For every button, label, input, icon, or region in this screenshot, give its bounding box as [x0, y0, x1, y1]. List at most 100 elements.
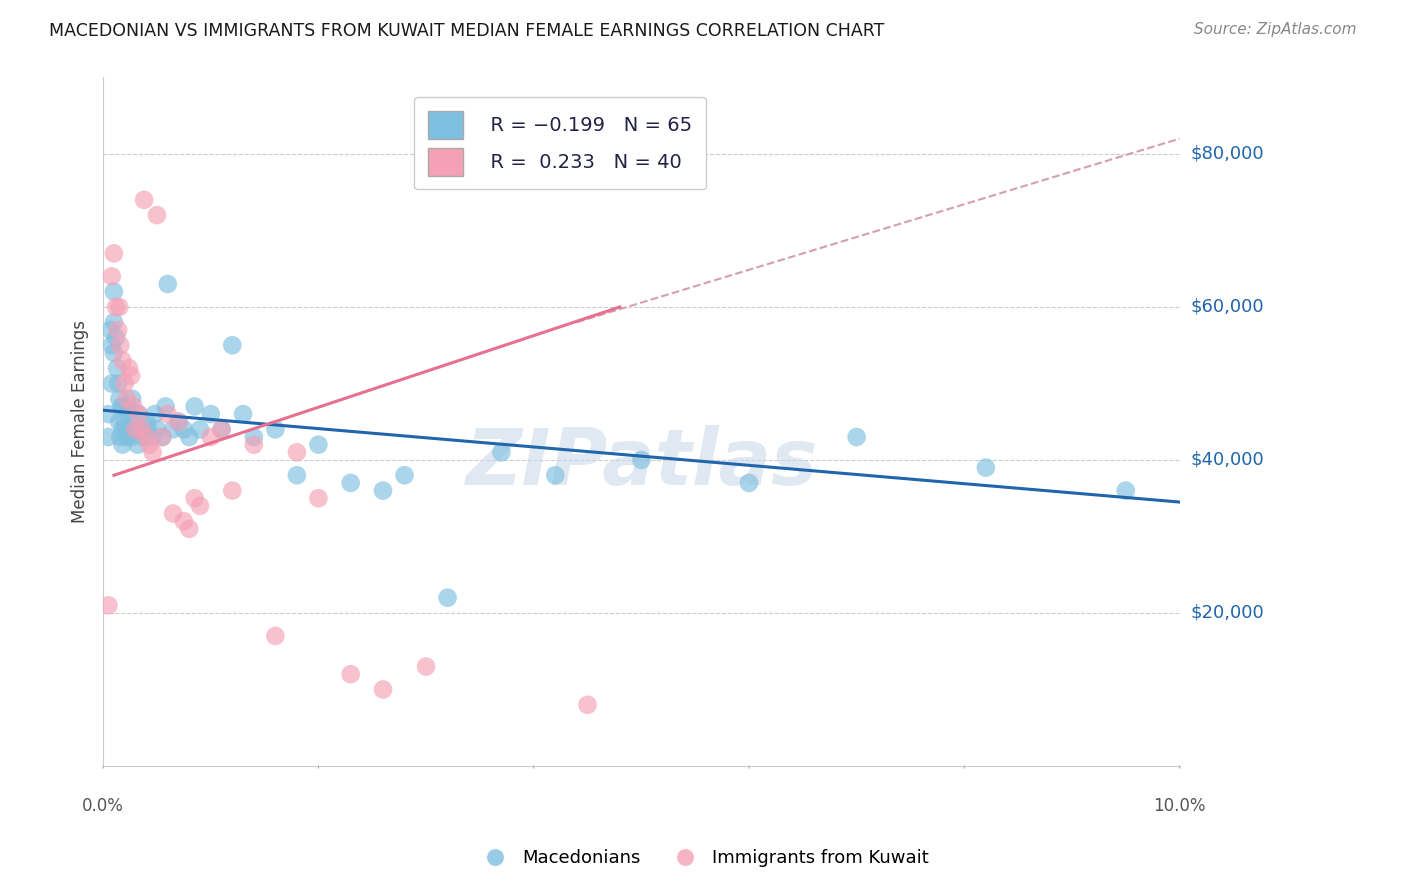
Macedonians [188, 422, 211, 436]
Macedonians [183, 400, 205, 414]
Macedonians [118, 407, 141, 421]
Immigrants from Kuwait [162, 507, 184, 521]
Macedonians [124, 422, 146, 436]
Macedonians [738, 475, 761, 490]
Macedonians [339, 475, 361, 490]
Legend:   R = −0.199   N = 65,   R =  0.233   N = 40: R = −0.199 N = 65, R = 0.233 N = 40 [415, 97, 706, 189]
Immigrants from Kuwait [103, 246, 125, 260]
Immigrants from Kuwait [115, 392, 138, 406]
Macedonians [103, 346, 125, 360]
Immigrants from Kuwait [179, 522, 201, 536]
Immigrants from Kuwait [131, 422, 153, 436]
Macedonians [394, 468, 416, 483]
Immigrants from Kuwait [146, 208, 169, 222]
Macedonians [544, 468, 567, 483]
Text: ZIPatlas: ZIPatlas [465, 425, 817, 501]
Immigrants from Kuwait [221, 483, 243, 498]
Macedonians [179, 430, 201, 444]
Immigrants from Kuwait [138, 438, 160, 452]
Macedonians [845, 430, 868, 444]
Macedonians [243, 430, 266, 444]
Macedonians [974, 460, 997, 475]
Macedonians [141, 430, 163, 444]
Immigrants from Kuwait [118, 361, 141, 376]
Macedonians [132, 430, 155, 444]
Macedonians [115, 430, 138, 444]
Macedonians [146, 422, 169, 436]
Immigrants from Kuwait [211, 422, 233, 436]
Immigrants from Kuwait [264, 629, 287, 643]
Immigrants from Kuwait [339, 667, 361, 681]
Macedonians [117, 400, 139, 414]
Immigrants from Kuwait [114, 376, 136, 391]
Macedonians [111, 422, 134, 436]
Immigrants from Kuwait [188, 499, 211, 513]
Macedonians [129, 422, 152, 436]
Macedonians [114, 415, 136, 429]
Immigrants from Kuwait [128, 407, 150, 421]
Immigrants from Kuwait [108, 300, 131, 314]
Macedonians [285, 468, 308, 483]
Macedonians [162, 422, 184, 436]
Immigrants from Kuwait [173, 514, 195, 528]
Macedonians [120, 430, 142, 444]
Macedonians [491, 445, 513, 459]
Macedonians [436, 591, 458, 605]
Macedonians [110, 400, 132, 414]
Macedonians [97, 430, 120, 444]
Macedonians [100, 338, 122, 352]
Text: $60,000: $60,000 [1191, 298, 1264, 316]
Macedonians [107, 376, 129, 391]
Macedonians [108, 415, 131, 429]
Macedonians [128, 407, 150, 421]
Text: MACEDONIAN VS IMMIGRANTS FROM KUWAIT MEDIAN FEMALE EARNINGS CORRELATION CHART: MACEDONIAN VS IMMIGRANTS FROM KUWAIT MED… [49, 22, 884, 40]
Macedonians [118, 422, 141, 436]
Macedonians [127, 438, 149, 452]
Macedonians [307, 438, 329, 452]
Immigrants from Kuwait [124, 422, 146, 436]
Macedonians [630, 453, 652, 467]
Immigrants from Kuwait [183, 491, 205, 506]
Immigrants from Kuwait [243, 438, 266, 452]
Immigrants from Kuwait [285, 445, 308, 459]
Macedonians [138, 422, 160, 436]
Macedonians [221, 338, 243, 352]
Macedonians [156, 277, 179, 291]
Macedonians [111, 438, 134, 452]
Macedonians [108, 392, 131, 406]
Immigrants from Kuwait [142, 445, 165, 459]
Macedonians [167, 415, 190, 429]
Immigrants from Kuwait [111, 353, 134, 368]
Immigrants from Kuwait [135, 430, 157, 444]
Legend: Macedonians, Immigrants from Kuwait: Macedonians, Immigrants from Kuwait [470, 842, 936, 874]
Immigrants from Kuwait [105, 300, 128, 314]
Macedonians [371, 483, 394, 498]
Immigrants from Kuwait [132, 193, 155, 207]
Macedonians [143, 407, 166, 421]
Text: $20,000: $20,000 [1191, 604, 1264, 622]
Macedonians [173, 422, 195, 436]
Macedonians [110, 430, 132, 444]
Immigrants from Kuwait [120, 368, 142, 383]
Macedonians [1115, 483, 1137, 498]
Immigrants from Kuwait [200, 430, 222, 444]
Macedonians [97, 407, 120, 421]
Immigrants from Kuwait [150, 430, 173, 444]
Macedonians [150, 430, 173, 444]
Macedonians [112, 400, 135, 414]
Immigrants from Kuwait [122, 400, 145, 414]
Y-axis label: Median Female Earnings: Median Female Earnings [72, 320, 89, 524]
Immigrants from Kuwait [156, 407, 179, 421]
Immigrants from Kuwait [107, 323, 129, 337]
Text: $80,000: $80,000 [1191, 145, 1264, 163]
Macedonians [105, 330, 128, 344]
Macedonians [200, 407, 222, 421]
Text: 0.0%: 0.0% [82, 797, 124, 814]
Immigrants from Kuwait [371, 682, 394, 697]
Macedonians [211, 422, 233, 436]
Macedonians [122, 415, 145, 429]
Immigrants from Kuwait [100, 269, 122, 284]
Macedonians [103, 285, 125, 299]
Immigrants from Kuwait [167, 415, 190, 429]
Macedonians [232, 407, 254, 421]
